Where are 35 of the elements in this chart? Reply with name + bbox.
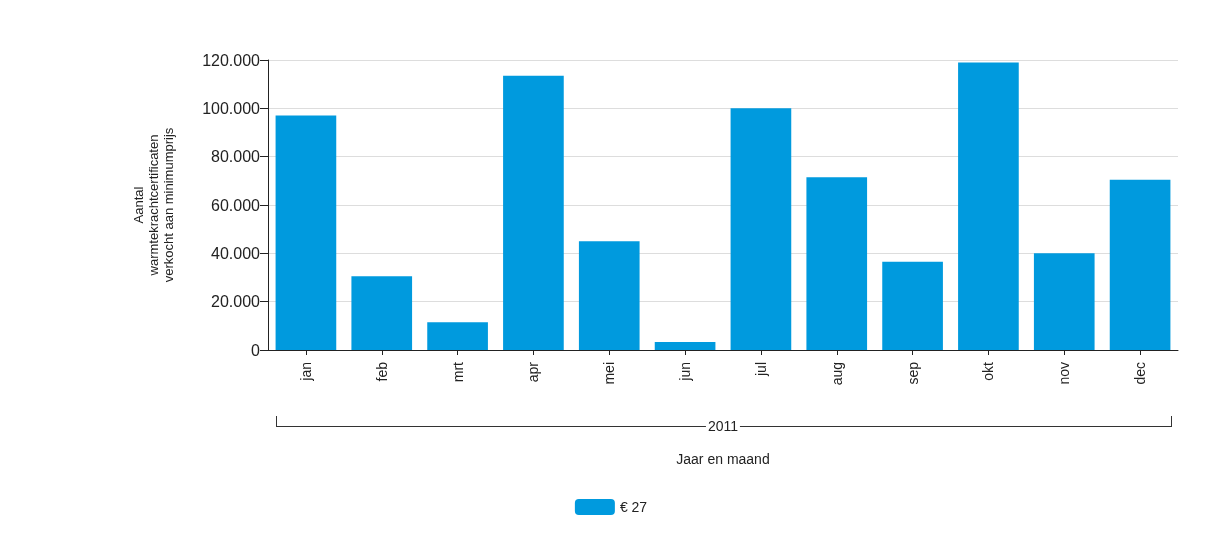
y-tick-label: 20.000 — [211, 293, 261, 311]
x-tick-label: jul — [752, 362, 769, 378]
bar — [1033, 253, 1095, 350]
text: 2011 — [705, 418, 741, 434]
x-tick-label: aug — [828, 362, 845, 386]
bar — [882, 261, 943, 350]
legend-label: € 27 — [619, 499, 648, 515]
x-tick-label: okt — [980, 361, 997, 381]
y-tick-label: 60.000 — [211, 196, 261, 214]
y-tick-label: 100.000 — [202, 99, 261, 117]
bar — [275, 115, 337, 350]
bar — [958, 62, 1019, 350]
bar — [1109, 179, 1171, 350]
bar — [654, 342, 716, 350]
x-tick-label: sep — [904, 361, 921, 385]
y-tick-label: 120.000 — [202, 51, 261, 69]
y-tick-label: 0 — [251, 341, 261, 359]
bar — [730, 108, 792, 350]
bar — [351, 276, 413, 350]
x-tick-label: jun — [677, 362, 694, 382]
x-tick-label: feb — [373, 361, 390, 382]
y-tick-label: 80.000 — [211, 148, 261, 166]
y-axis-title: Aantal warmtekrachtcertificaten verkocht aan minimumprijs — [131, 127, 176, 283]
x-tick-label: nov — [1056, 362, 1073, 385]
x-axis-title: Jaar en maand — [676, 451, 770, 467]
x-tick-label: dec — [1132, 362, 1149, 385]
bar — [427, 322, 488, 350]
x-tick-label: mrt — [449, 361, 466, 383]
bar — [578, 241, 640, 350]
x-tick-label: jan — [297, 362, 314, 382]
bar — [806, 177, 868, 350]
bar — [503, 75, 564, 350]
y-tick-label: 40.000 — [211, 244, 261, 262]
x-tick-label: apr — [525, 361, 542, 383]
x-tick-label: mei — [601, 362, 618, 385]
